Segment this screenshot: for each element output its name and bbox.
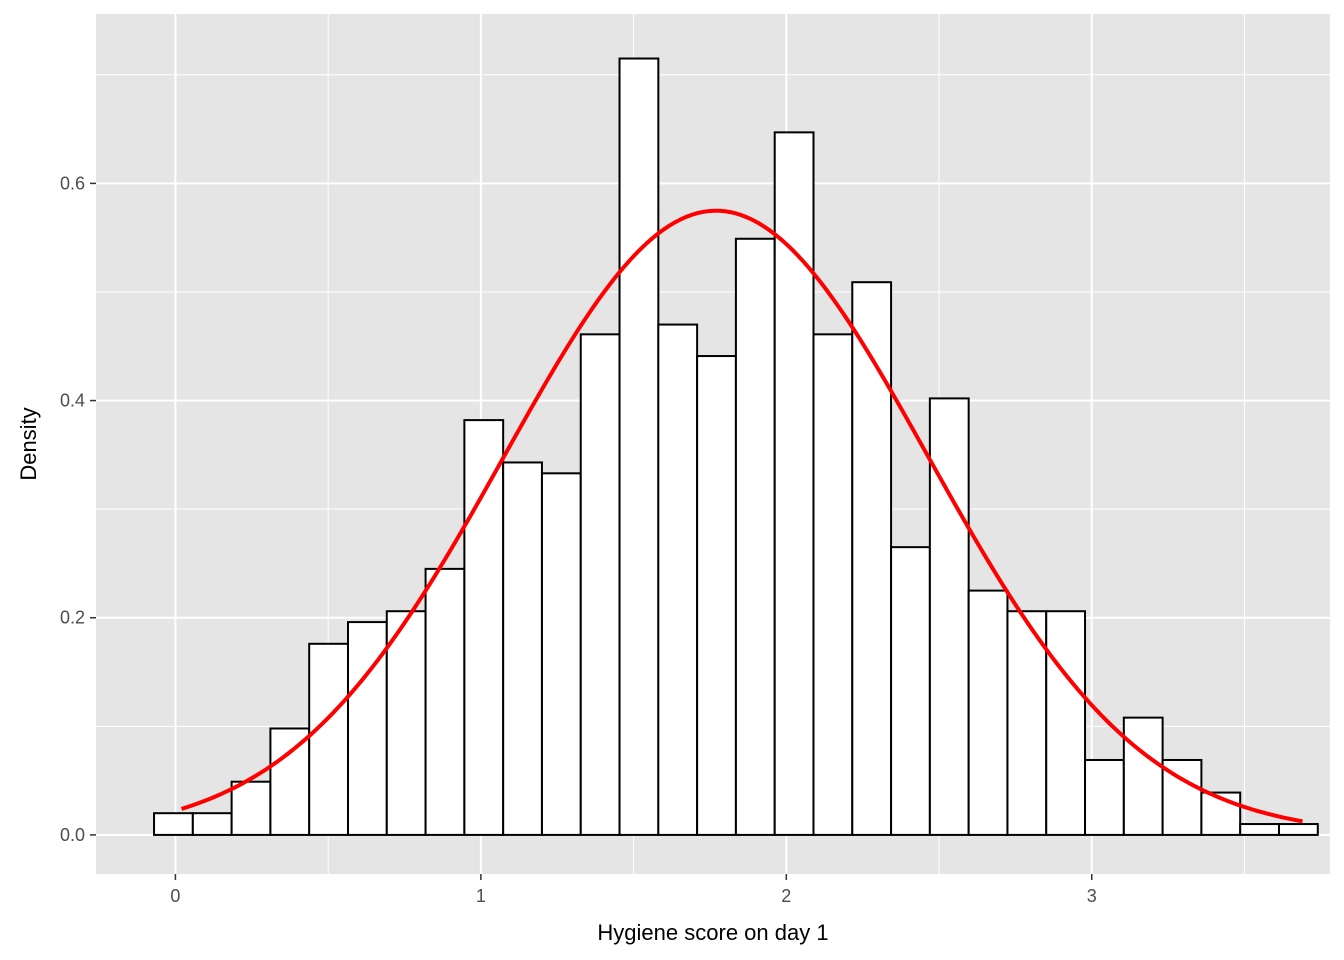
y-tick-label: 0.2 — [60, 608, 85, 628]
x-tick-label: 3 — [1087, 886, 1097, 906]
x-axis: 0 1 2 3 — [170, 874, 1097, 906]
histogram-bar — [967, 589, 1009, 836]
histogram-bar — [1277, 823, 1319, 836]
x-axis-title: Hygiene score on day 1 — [597, 920, 828, 945]
histogram-bar — [696, 355, 737, 836]
histogram-bar — [191, 812, 233, 836]
histogram-bar — [734, 237, 776, 836]
histogram-bar — [1045, 610, 1087, 836]
histogram-bar — [153, 812, 194, 836]
histogram-bar — [890, 546, 931, 836]
histogram-bar — [1122, 716, 1164, 836]
histogram-bar — [618, 57, 660, 836]
histogram-bar — [463, 419, 505, 836]
histogram-bar — [308, 642, 349, 836]
x-tick-label: 1 — [476, 886, 486, 906]
y-tick-label: 0.4 — [60, 391, 85, 411]
y-axis: 0.0 0.2 0.4 0.6 — [60, 173, 96, 845]
histogram-bar — [579, 333, 621, 836]
histogram-bar — [385, 610, 427, 836]
y-axis-title: Density — [16, 407, 41, 480]
histogram-bar — [424, 567, 466, 836]
histogram-bar — [657, 323, 699, 836]
histogram-bar — [230, 780, 272, 836]
histogram-bar — [812, 333, 854, 836]
x-tick-label: 2 — [781, 886, 791, 906]
histogram-bar — [1239, 823, 1280, 836]
histogram-bar — [928, 397, 970, 836]
histogram-bar — [851, 281, 893, 836]
histogram-bar — [502, 461, 543, 836]
normal-density-curve — [180, 208, 1303, 824]
x-tick-label: 0 — [170, 886, 180, 906]
y-tick-label: 0.0 — [60, 825, 85, 845]
histogram-bar — [1006, 610, 1048, 836]
y-tick-label: 0.6 — [60, 173, 85, 193]
histogram-bar — [1084, 758, 1125, 836]
histogram-bar — [269, 727, 311, 836]
histogram-bar — [540, 472, 582, 836]
